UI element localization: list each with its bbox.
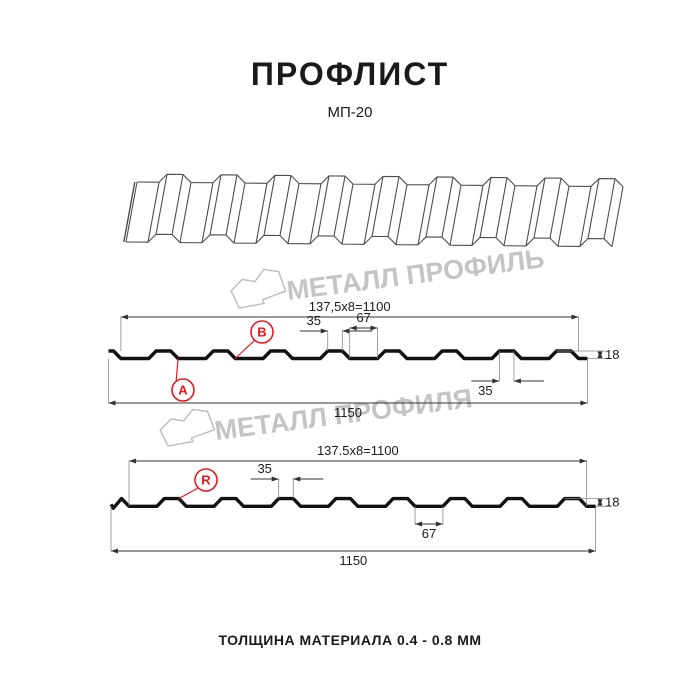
svg-text:A: A <box>178 383 188 398</box>
svg-text:67: 67 <box>422 526 436 541</box>
svg-text:67: 67 <box>356 310 370 325</box>
svg-text:35: 35 <box>257 461 271 476</box>
svg-text:35: 35 <box>307 313 321 328</box>
svg-text:R: R <box>201 473 211 488</box>
svg-text:35: 35 <box>478 383 492 398</box>
svg-text:1150: 1150 <box>339 553 367 568</box>
svg-text:18: 18 <box>605 494 619 509</box>
svg-text:137.5x8=1100: 137.5x8=1100 <box>317 443 399 458</box>
svg-text:137,5x8=1100: 137,5x8=1100 <box>309 299 391 314</box>
svg-text:МЕТАЛЛ ПРОФИЛЬ: МЕТАЛЛ ПРОФИЛЬ <box>285 243 546 306</box>
svg-text:B: B <box>257 325 266 340</box>
svg-text:1150: 1150 <box>334 405 362 420</box>
svg-text:18: 18 <box>605 347 619 362</box>
